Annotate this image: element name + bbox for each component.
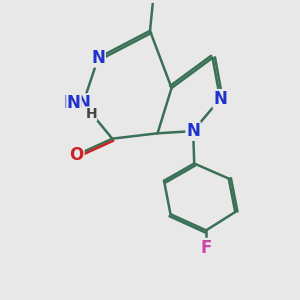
Text: H: H [85,107,97,121]
Text: N: N [186,122,200,140]
Text: N: N [213,90,227,108]
Text: N: N [91,49,105,67]
Text: N: N [67,94,81,112]
Text: N: N [64,94,78,112]
Text: F: F [200,238,212,256]
Text: N: N [76,94,90,112]
Text: O: O [70,146,84,164]
